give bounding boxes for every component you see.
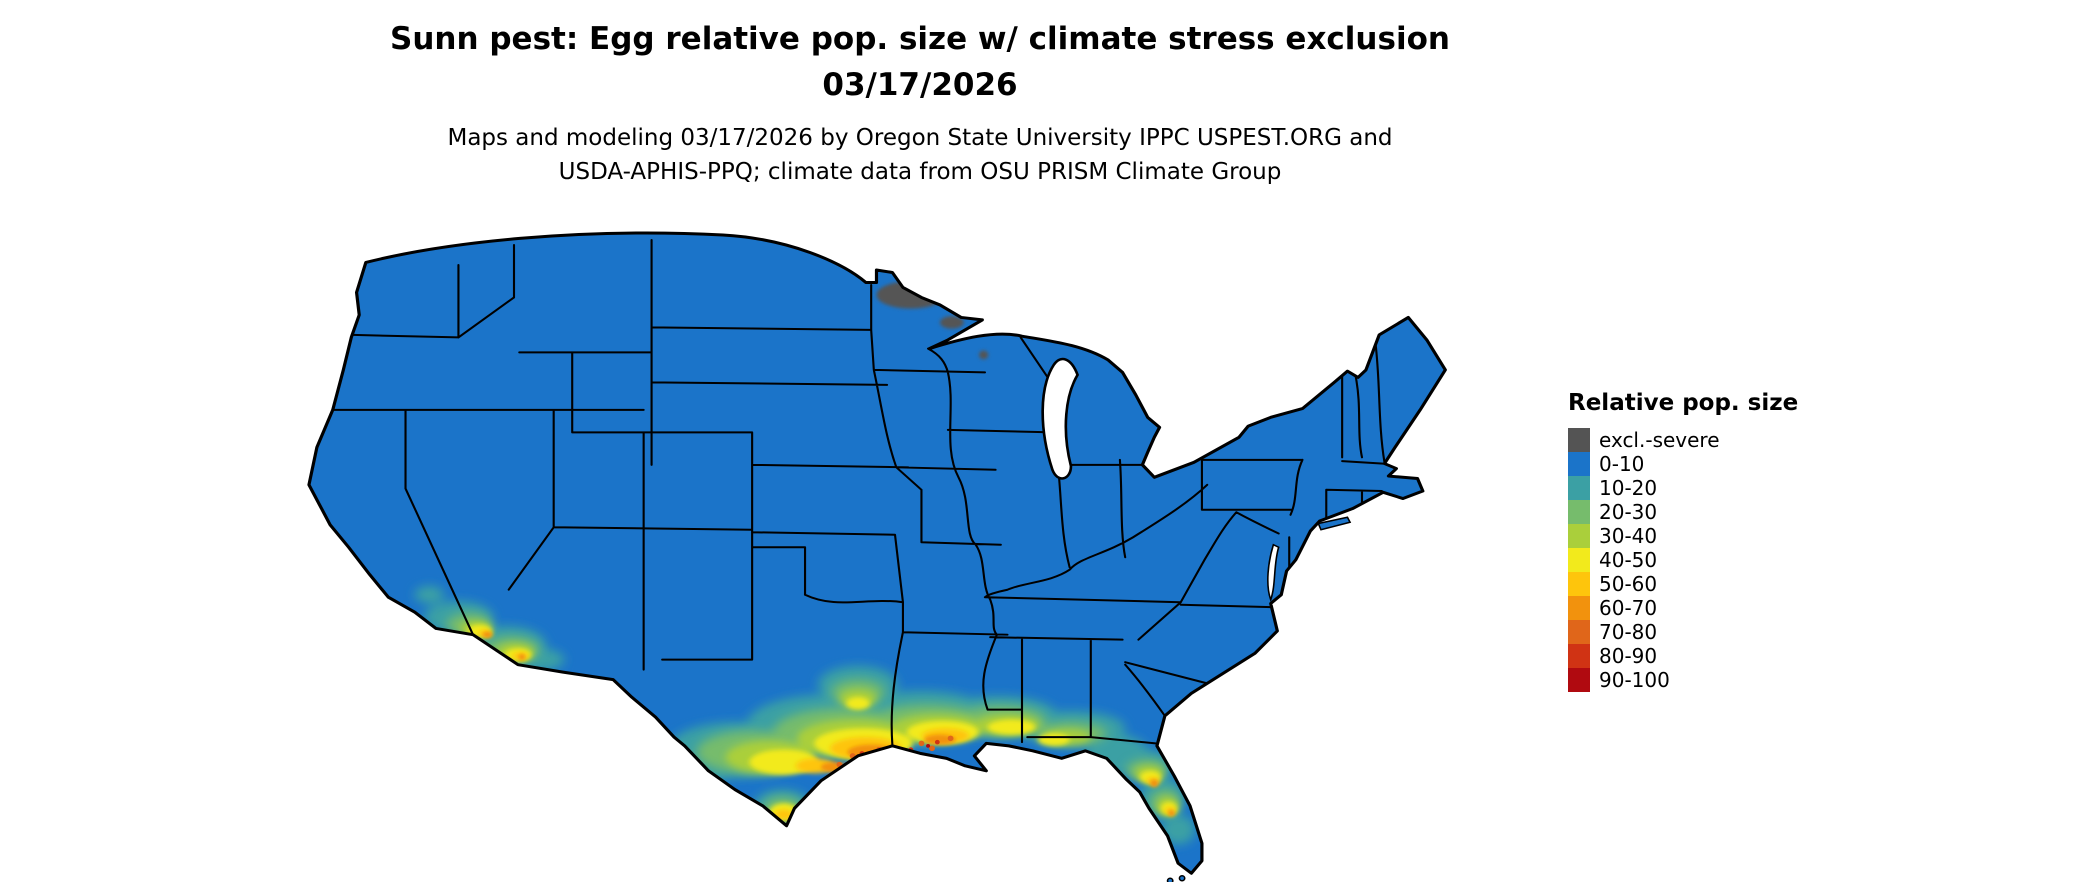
figure-header: Sunn pest: Egg relative pop. size w/ cli… bbox=[0, 21, 1840, 190]
legend-swatch bbox=[1568, 548, 1590, 572]
legend-swatch bbox=[1568, 668, 1590, 692]
legend-swatch bbox=[1568, 524, 1590, 548]
legend-item: 80-90 bbox=[1568, 644, 1798, 668]
lakes bbox=[1041, 357, 1280, 603]
legend-swatch bbox=[1568, 572, 1590, 596]
state-borders bbox=[331, 238, 1386, 746]
coastal-islands bbox=[1166, 516, 1352, 882]
legend-item: 70-80 bbox=[1568, 620, 1798, 644]
subtitle-line-1: Maps and modeling 03/17/2026 by Oregon S… bbox=[447, 124, 1393, 151]
legend-label: 70-80 bbox=[1599, 620, 1658, 644]
legend-item: 90-100 bbox=[1568, 668, 1798, 692]
legend-label: 50-60 bbox=[1599, 572, 1658, 596]
legend-item: 50-60 bbox=[1568, 572, 1798, 596]
legend-title: Relative pop. size bbox=[1568, 390, 1799, 416]
legend-swatch bbox=[1568, 596, 1590, 620]
long-island bbox=[1317, 516, 1352, 531]
legend-item: 40-50 bbox=[1568, 548, 1798, 572]
us-outline bbox=[307, 231, 1447, 875]
legend-label: excl.-severe bbox=[1599, 428, 1720, 452]
legend-item: 60-70 bbox=[1568, 596, 1798, 620]
legend-swatch bbox=[1568, 500, 1590, 524]
legend-label: 80-90 bbox=[1599, 644, 1658, 668]
legend: Relative pop. size excl.-severe 0-10 10-20… bbox=[1568, 390, 1798, 692]
lake-michigan bbox=[1041, 357, 1080, 480]
legend-item: 0-10 bbox=[1568, 452, 1798, 476]
figure-date: 03/17/2026 bbox=[822, 66, 1018, 103]
chesapeake-bay bbox=[1267, 543, 1280, 603]
legend-label: 30-40 bbox=[1599, 524, 1658, 548]
us-map-svg bbox=[307, 231, 1447, 882]
figure-subtitle: Maps and modeling 03/17/2026 by Oregon S… bbox=[0, 121, 1840, 190]
subtitle-line-2: USDA-APHIS-PPQ; climate data from OSU PR… bbox=[558, 159, 1282, 186]
figure-title: Sunn pest: Egg relative pop. size w/ cli… bbox=[390, 21, 1450, 57]
legend-item: 30-40 bbox=[1568, 524, 1798, 548]
florida-keys bbox=[1166, 877, 1174, 882]
legend-label: 40-50 bbox=[1599, 548, 1658, 572]
legend-item: 20-30 bbox=[1568, 500, 1798, 524]
legend-swatch bbox=[1568, 452, 1590, 476]
legend-item: 10-20 bbox=[1568, 476, 1798, 500]
us-landmass bbox=[308, 233, 1446, 874]
legend-items: excl.-severe 0-10 10-20 20-30 30-40 40-50 50-6… bbox=[1568, 428, 1798, 692]
legend-label: 20-30 bbox=[1599, 500, 1658, 524]
legend-swatch bbox=[1568, 620, 1590, 644]
legend-swatch bbox=[1568, 428, 1590, 452]
us-map bbox=[260, 220, 1530, 882]
florida-keys bbox=[1178, 875, 1186, 882]
legend-swatch bbox=[1568, 476, 1590, 500]
legend-label: 10-20 bbox=[1599, 476, 1658, 500]
legend-label: 90-100 bbox=[1599, 668, 1670, 692]
legend-label: 0-10 bbox=[1599, 452, 1645, 476]
legend-label: 60-70 bbox=[1599, 596, 1658, 620]
legend-swatch bbox=[1568, 644, 1590, 668]
legend-item: excl.-severe bbox=[1568, 428, 1798, 452]
